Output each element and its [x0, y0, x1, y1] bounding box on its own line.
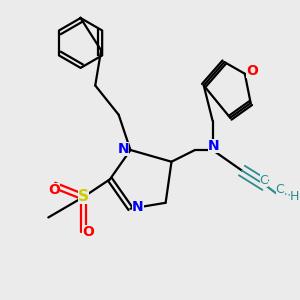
- Text: S: S: [78, 189, 89, 204]
- Text: C: C: [276, 183, 284, 196]
- Text: O: O: [82, 225, 94, 239]
- Text: N: N: [117, 142, 129, 155]
- Text: C: C: [260, 174, 268, 187]
- Text: N: N: [132, 200, 144, 214]
- Text: O: O: [48, 183, 60, 196]
- Text: O: O: [246, 64, 258, 78]
- Text: N: N: [208, 139, 220, 153]
- Text: H: H: [290, 190, 299, 203]
